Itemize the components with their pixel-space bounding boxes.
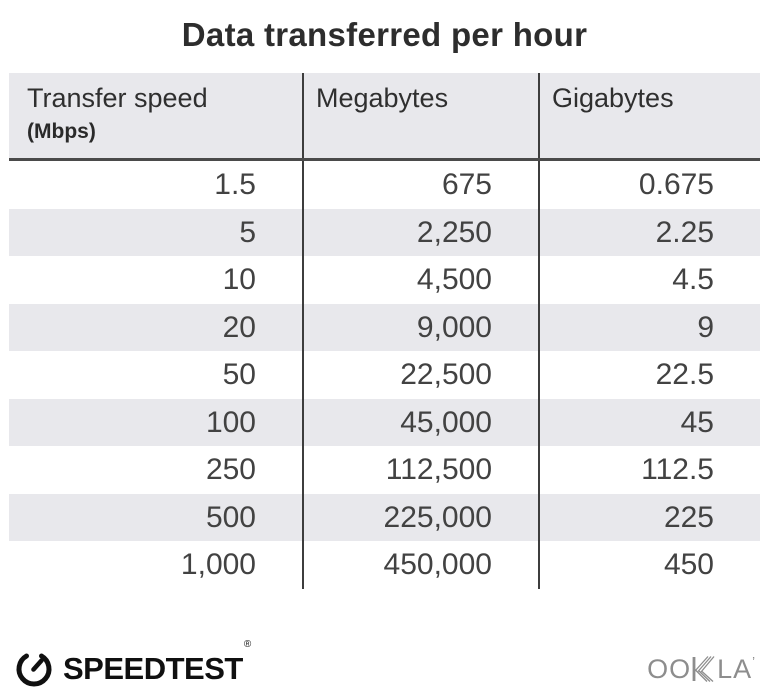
cell-gigabytes: 45 bbox=[538, 398, 760, 446]
page-title: Data transferred per hour bbox=[181, 16, 588, 53]
cell-megabytes: 450,000 bbox=[302, 541, 538, 589]
cell-gigabytes: 450 bbox=[538, 541, 760, 589]
table-body: 1.5 675 0.675 5 2,250 2.25 10 4,500 4.5 … bbox=[9, 161, 760, 589]
ookla-logo: OO LA ’ bbox=[647, 654, 755, 685]
table-row: 100 45,000 45 bbox=[9, 398, 760, 446]
cell-gigabytes: 4.5 bbox=[538, 256, 760, 304]
registered-mark-icon: ® bbox=[243, 639, 251, 650]
cell-gigabytes: 225 bbox=[538, 493, 760, 541]
cell-speed: 50 bbox=[222, 358, 256, 391]
cell-speed: 10 bbox=[222, 263, 256, 296]
speedtest-gauge-icon bbox=[14, 647, 54, 692]
cell-speed: 1.5 bbox=[214, 168, 256, 201]
header-transfer-speed: Transfer speed (Mbps) bbox=[9, 73, 302, 158]
cell-speed: 1,000 bbox=[180, 548, 256, 581]
ookla-label-left: OO bbox=[647, 653, 692, 684]
cell-gigabytes: 2.25 bbox=[538, 208, 760, 256]
table-row: 5 2,250 2.25 bbox=[9, 208, 760, 256]
header-gigabytes: Gigabytes bbox=[538, 73, 760, 158]
cell-megabytes: 112,500 bbox=[302, 446, 538, 494]
cell-speed: 5 bbox=[239, 215, 256, 249]
header-transfer-speed-label: Transfer speed bbox=[27, 83, 208, 113]
cell-speed: 20 bbox=[222, 310, 256, 344]
table-row: 500 225,000 225 bbox=[9, 493, 760, 541]
trademark-mark-icon: ’ bbox=[752, 653, 755, 669]
cell-gigabytes: 22.5 bbox=[538, 351, 760, 399]
cell-megabytes: 225,000 bbox=[302, 493, 538, 541]
footer: SPEEDTEST® OO LA ’ bbox=[14, 639, 755, 692]
cell-megabytes: 22,500 bbox=[302, 351, 538, 399]
cell-gigabytes: 0.675 bbox=[538, 161, 760, 209]
ookla-label-right: LA bbox=[717, 653, 753, 684]
table-row: 1,000 450,000 450 bbox=[9, 541, 760, 589]
cell-gigabytes: 9 bbox=[538, 303, 760, 351]
cell-megabytes: 9,000 bbox=[302, 303, 538, 351]
table-header-row: Transfer speed (Mbps) Megabytes Gigabyte… bbox=[9, 73, 760, 161]
cell-speed: 250 bbox=[205, 453, 256, 486]
speedtest-wordmark: SPEEDTEST® bbox=[63, 639, 251, 687]
cell-gigabytes: 112.5 bbox=[538, 446, 760, 494]
cell-speed: 100 bbox=[205, 405, 256, 439]
cell-speed: 500 bbox=[205, 500, 256, 534]
cell-megabytes: 45,000 bbox=[302, 398, 538, 446]
table-row: 10 4,500 4.5 bbox=[9, 256, 760, 304]
table-row: 1.5 675 0.675 bbox=[9, 161, 760, 209]
cell-megabytes: 675 bbox=[302, 161, 538, 209]
table-row: 20 9,000 9 bbox=[9, 303, 760, 351]
table-row: 50 22,500 22.5 bbox=[9, 351, 760, 399]
cell-megabytes: 2,250 bbox=[302, 208, 538, 256]
cell-megabytes: 4,500 bbox=[302, 256, 538, 304]
table-row: 250 112,500 112.5 bbox=[9, 446, 760, 494]
header-megabytes: Megabytes bbox=[302, 73, 538, 158]
ookla-k-icon bbox=[691, 656, 717, 682]
speedtest-label: SPEEDTEST bbox=[63, 651, 243, 686]
data-table: Transfer speed (Mbps) Megabytes Gigabyte… bbox=[9, 73, 760, 589]
header-mbps-unit: (Mbps) bbox=[27, 119, 96, 143]
speedtest-logo: SPEEDTEST® bbox=[14, 639, 251, 692]
